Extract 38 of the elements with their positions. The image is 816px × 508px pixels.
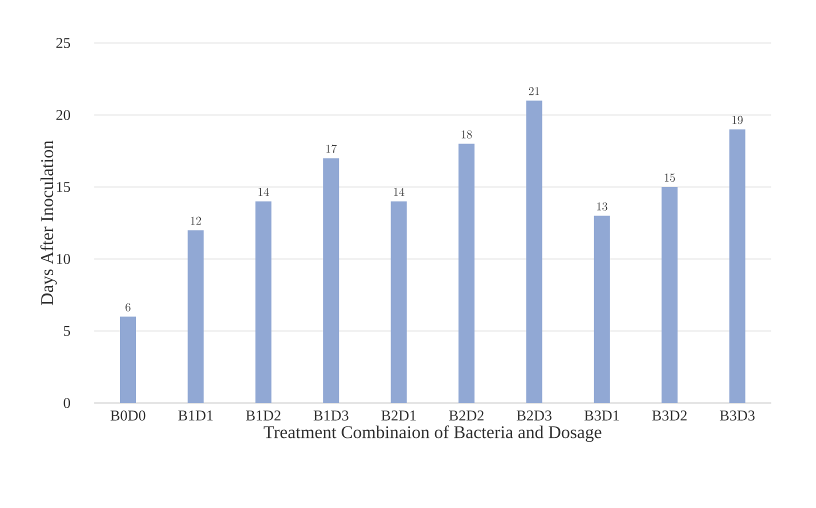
data-label: 14 <box>258 188 269 196</box>
y-tick-label: 25 <box>56 38 70 48</box>
bar <box>120 316 136 403</box>
y-tick-label: 10 <box>57 254 70 264</box>
y-tick-label: 5 <box>64 326 70 336</box>
x-tick-label: B1D3 <box>314 410 348 421</box>
bar <box>526 100 542 403</box>
data-label: 15 <box>664 174 675 182</box>
x-tick-label: B0D0 <box>110 410 146 421</box>
x-tick-label: B2D1 <box>381 410 416 420</box>
data-label: 14 <box>394 188 404 196</box>
bar <box>323 158 340 403</box>
data-label: 21 <box>528 87 540 96</box>
x-tick-label: B3D2 <box>652 410 687 421</box>
bar <box>662 186 678 403</box>
x-axis-title: Treatment Combinaion of Bacteria and Dosage <box>264 425 602 442</box>
x-tick-label: B2D2 <box>449 410 484 420</box>
bar <box>458 144 475 403</box>
data-label: 19 <box>732 116 743 124</box>
bar <box>255 201 272 403</box>
y-tick-label: 0 <box>64 398 70 408</box>
bar <box>390 201 407 403</box>
data-label: 6 <box>126 303 130 312</box>
data-label: 18 <box>462 130 472 139</box>
y-tick-label: 15 <box>57 182 70 192</box>
x-tick-label: B1D2 <box>246 410 280 420</box>
bar <box>188 230 204 403</box>
bar <box>594 216 610 403</box>
x-tick-label: B3D3 <box>720 410 755 421</box>
x-tick-label: B2D3 <box>516 410 552 421</box>
y-axis-title: Days After Inoculation <box>40 140 57 306</box>
y-tick-label: 20 <box>56 110 70 120</box>
data-label: 17 <box>326 144 337 153</box>
data-label: 12 <box>190 216 201 225</box>
data-label: 13 <box>597 202 608 211</box>
x-tick-label: B1D1 <box>178 410 213 420</box>
x-tick-label: B3D1 <box>584 410 619 421</box>
bar <box>729 129 746 403</box>
